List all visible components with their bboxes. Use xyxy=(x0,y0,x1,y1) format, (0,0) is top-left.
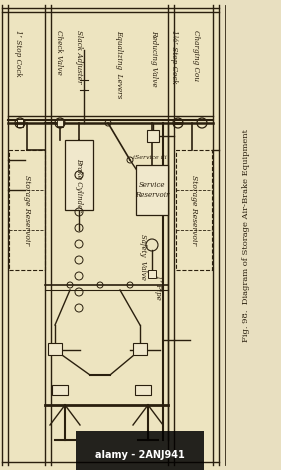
Bar xyxy=(48,343,62,355)
Bar xyxy=(147,130,159,142)
Text: Safety  Valve: Safety Valve xyxy=(139,234,147,280)
Text: Equalizing  Levers: Equalizing Levers xyxy=(115,30,123,98)
Text: 1ʳ Pipe: 1ʳ Pipe xyxy=(154,275,162,300)
Bar xyxy=(57,119,63,127)
Bar xyxy=(65,140,93,210)
Bar xyxy=(148,270,156,278)
Text: Storage Reservoir: Storage Reservoir xyxy=(23,175,31,245)
Bar xyxy=(136,165,168,215)
Text: Service
Reservoir: Service Reservoir xyxy=(135,181,169,199)
Bar xyxy=(133,343,147,355)
Bar xyxy=(0,0,220,470)
Text: Check Valve: Check Valve xyxy=(55,30,63,75)
Text: alamy - 2ANJ941: alamy - 2ANJ941 xyxy=(95,450,185,460)
Text: Storage Reservoir: Storage Reservoir xyxy=(190,175,198,245)
Bar xyxy=(57,120,63,126)
Text: 1½ʳ Stop Cock: 1½ʳ Stop Cock xyxy=(170,30,178,84)
Bar xyxy=(9,150,45,270)
Text: Slack Adjuster: Slack Adjuster xyxy=(75,30,83,84)
Bar xyxy=(176,150,212,270)
Text: 1ʳ Stop Cock: 1ʳ Stop Cock xyxy=(14,30,22,77)
Text: Charging Cou: Charging Cou xyxy=(192,30,200,81)
Text: Fig. 98.  Diagram of Storage Air-Brake Equipment: Fig. 98. Diagram of Storage Air-Brake Eq… xyxy=(242,128,250,342)
Bar xyxy=(17,119,23,127)
Bar xyxy=(135,385,151,395)
Bar xyxy=(220,0,281,470)
Text: Reducing Valve: Reducing Valve xyxy=(150,30,158,86)
Text: Brake Cylinder: Brake Cylinder xyxy=(75,158,83,212)
Bar xyxy=(52,385,68,395)
Text: iService iii: iService iii xyxy=(133,155,167,160)
